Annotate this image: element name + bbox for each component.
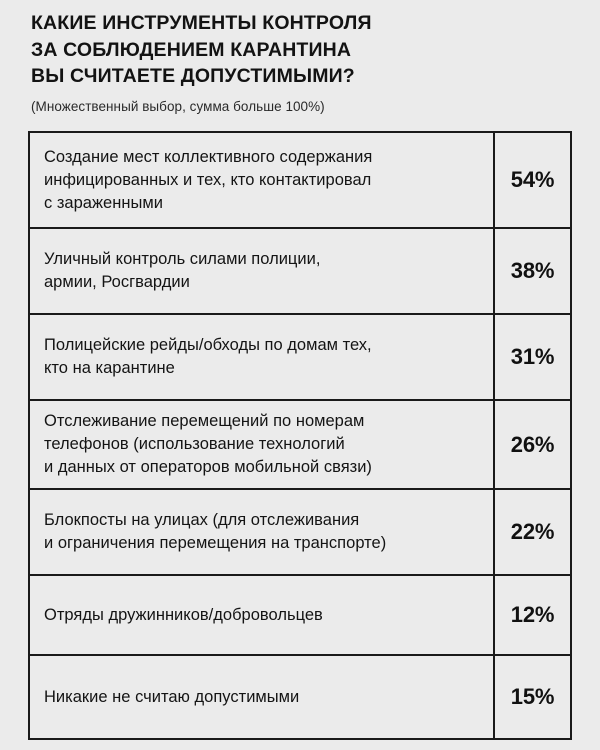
row-label: Никакие не считаю допустимыми [30,656,493,738]
row-value: 54% [493,133,570,227]
row-label-line: Полицейские рейды/обходы по домам тех, [44,336,372,354]
survey-results-table: Создание мест коллективного содержания и… [28,131,572,740]
table-row: Создание мест коллективного содержания и… [30,133,570,229]
row-value: 12% [493,576,570,654]
row-value: 38% [493,229,570,313]
table-row: Уличный контроль силами полиции, армии, … [30,229,570,315]
row-label-line: с зараженными [44,193,163,212]
row-label-line: Создание мест коллективного содержания [44,147,373,166]
row-value: 15% [493,656,570,738]
row-label: Отряды дружинников/добровольцев [30,576,493,654]
table-row: Блокпосты на улицах (для отслеживания и … [30,490,570,576]
row-label-line: инфицированных и тех, кто контактировал [44,170,372,189]
row-label: Уличный контроль силами полиции, армии, … [30,229,493,313]
row-value: 31% [493,315,570,399]
row-label-line: Отряды дружинников/добровольцев [44,605,323,624]
row-value: 26% [493,401,570,488]
page-title-line-3: ВЫ СЧИТАЕТЕ ДОПУСТИМЫМИ? [31,65,355,87]
row-label-line: Уличный контроль силами полиции, [44,250,321,268]
row-label-line: и ограничения перемещения на транспорте) [44,534,387,552]
row-label-line: телефонов (использование технологий [44,435,345,453]
row-label-line: Никакие не считаю допустимыми [44,687,300,706]
page-subtitle: (Множественный выбор, сумма больше 100%) [31,98,325,114]
row-label-line: армии, Росгвардии [44,273,190,291]
row-label-line: и данных от операторов мобильной связи) [44,458,372,476]
page-title-line-2: ЗА СОБЛЮДЕНИЕМ КАРАНТИНА [31,38,352,61]
row-label-line: кто на карантине [44,359,175,377]
table-row: Никакие не считаю допустимыми 15% [30,656,570,738]
row-label-line: Отслеживание перемещений по номерам [44,412,365,430]
row-label: Блокпосты на улицах (для отслеживания и … [30,490,493,574]
heading-block: КАКИЕ ИНСТРУМЕНТЫ КОНТРОЛЯ ЗА СОБЛЮДЕНИЕ… [31,10,551,116]
table-row: Отряды дружинников/добровольцев 12% [30,576,570,656]
row-value: 22% [493,490,570,574]
row-label: Отслеживание перемещений по номерам теле… [30,401,493,488]
row-label: Создание мест коллективного содержания и… [30,133,493,227]
table-row: Полицейские рейды/обходы по домам тех, к… [30,315,570,401]
row-label: Полицейские рейды/обходы по домам тех, к… [30,315,493,399]
page-title-line-1: КАКИЕ ИНСТРУМЕНТЫ КОНТРОЛЯ [31,12,372,34]
row-label-line: Блокпосты на улицах (для отслеживания [44,511,360,529]
table-row: Отслеживание перемещений по номерам теле… [30,401,570,490]
